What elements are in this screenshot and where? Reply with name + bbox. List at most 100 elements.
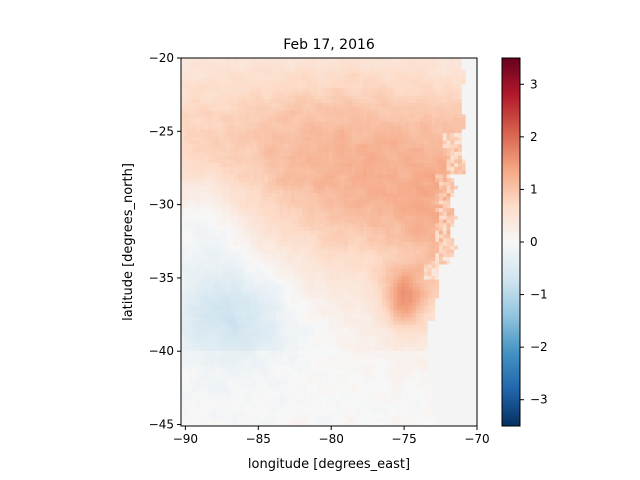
heatmap-cell (310, 422, 315, 426)
heatmap-cell (226, 204, 231, 209)
heatmap-cell (363, 58, 368, 63)
heatmap-cell (329, 133, 334, 138)
heatmap-cell (234, 148, 239, 153)
heatmap-cell (298, 151, 304, 157)
heatmap-cell (325, 332, 330, 337)
heatmap-cell (249, 110, 254, 115)
heatmap-cell (218, 388, 224, 393)
heatmap-cell (245, 144, 250, 149)
heatmap-cell (283, 91, 288, 97)
heatmap-cell (211, 317, 216, 322)
heatmap-cell (192, 136, 197, 142)
heatmap-cell (298, 174, 304, 179)
heatmap-cell (325, 76, 330, 82)
heatmap-cell (211, 369, 216, 375)
heatmap-cell (196, 354, 201, 360)
heatmap-cell (196, 302, 201, 307)
heatmap-cell (294, 257, 300, 262)
heatmap-cell (245, 121, 250, 127)
heatmap-cell (347, 283, 353, 288)
heatmap-cell (253, 196, 258, 202)
heatmap-cell (347, 114, 353, 119)
heatmap-cell (203, 268, 209, 273)
heatmap-cell (340, 328, 345, 333)
heatmap-cell (211, 95, 216, 100)
heatmap-cell (181, 114, 186, 119)
heatmap-cell (340, 392, 345, 397)
heatmap-cell (234, 335, 239, 341)
heatmap-cell (256, 208, 262, 213)
heatmap-cell (313, 226, 319, 232)
heatmap-cell (310, 339, 315, 344)
heatmap-cell (294, 211, 300, 217)
heatmap-cell (310, 253, 315, 258)
heatmap-cell (264, 114, 269, 119)
heatmap-cell (370, 223, 376, 228)
heatmap-cell (192, 249, 197, 254)
heatmap-cell (211, 129, 216, 134)
heatmap-cell (222, 211, 228, 217)
heatmap-cell (199, 185, 205, 191)
heatmap-cell (260, 80, 266, 85)
heatmap-cell (199, 65, 205, 70)
heatmap-cell (298, 88, 304, 93)
heatmap-cell (336, 290, 341, 296)
heatmap-cell (287, 223, 292, 228)
heatmap-cell (340, 358, 345, 363)
heatmap-cell (313, 151, 319, 157)
heatmap-cell (199, 181, 205, 187)
heatmap-cell (310, 234, 315, 239)
heatmap-cell (370, 125, 376, 130)
heatmap-cell (317, 103, 323, 108)
heatmap-cell (366, 343, 372, 348)
heatmap-cell (340, 136, 345, 142)
heatmap-cell (332, 238, 338, 243)
heatmap-cell (302, 178, 307, 183)
heatmap-cell (218, 166, 224, 172)
heatmap-cell (359, 418, 364, 423)
heatmap-cell (222, 155, 228, 160)
heatmap-cell (317, 106, 323, 112)
heatmap-cell (222, 373, 228, 378)
heatmap-cell (340, 133, 345, 138)
heatmap-cell (291, 215, 296, 221)
heatmap-cell (332, 170, 338, 176)
heatmap-cell (294, 403, 300, 408)
heatmap-cell (347, 403, 353, 408)
heatmap-cell (199, 196, 205, 202)
heatmap-cell (313, 166, 319, 172)
heatmap-cell (359, 61, 364, 67)
heatmap-cell (287, 305, 292, 311)
heatmap-cell (275, 189, 281, 194)
heatmap-cell (275, 245, 281, 251)
heatmap-cell (355, 193, 360, 198)
heatmap-cell (230, 178, 235, 183)
heatmap-cell (325, 166, 330, 172)
heatmap-cell (253, 65, 258, 70)
heatmap-cell (329, 358, 334, 363)
heatmap-cell (283, 95, 288, 100)
heatmap-cell (336, 121, 341, 127)
heatmap-cell (351, 189, 357, 194)
heatmap-cell (363, 309, 368, 314)
heatmap-cell (329, 245, 334, 251)
heatmap-cell (234, 84, 239, 89)
heatmap-cell (363, 324, 368, 329)
heatmap-cell (279, 242, 285, 247)
heatmap-cell (283, 418, 288, 423)
heatmap-cell (363, 95, 368, 100)
heatmap-cell (351, 399, 357, 405)
heatmap-cell (260, 264, 266, 269)
heatmap-cell (340, 373, 345, 378)
heatmap-cell (203, 309, 209, 314)
heatmap-cell (370, 84, 376, 89)
heatmap-cell (363, 369, 368, 375)
heatmap-cell (268, 73, 273, 78)
heatmap-cell (283, 151, 288, 157)
heatmap-cell (355, 328, 360, 333)
heatmap-cell (196, 140, 201, 145)
heatmap-cell (275, 159, 281, 164)
heatmap-cell (287, 159, 292, 164)
heatmap-cell (245, 354, 250, 360)
heatmap-cell (294, 106, 300, 112)
